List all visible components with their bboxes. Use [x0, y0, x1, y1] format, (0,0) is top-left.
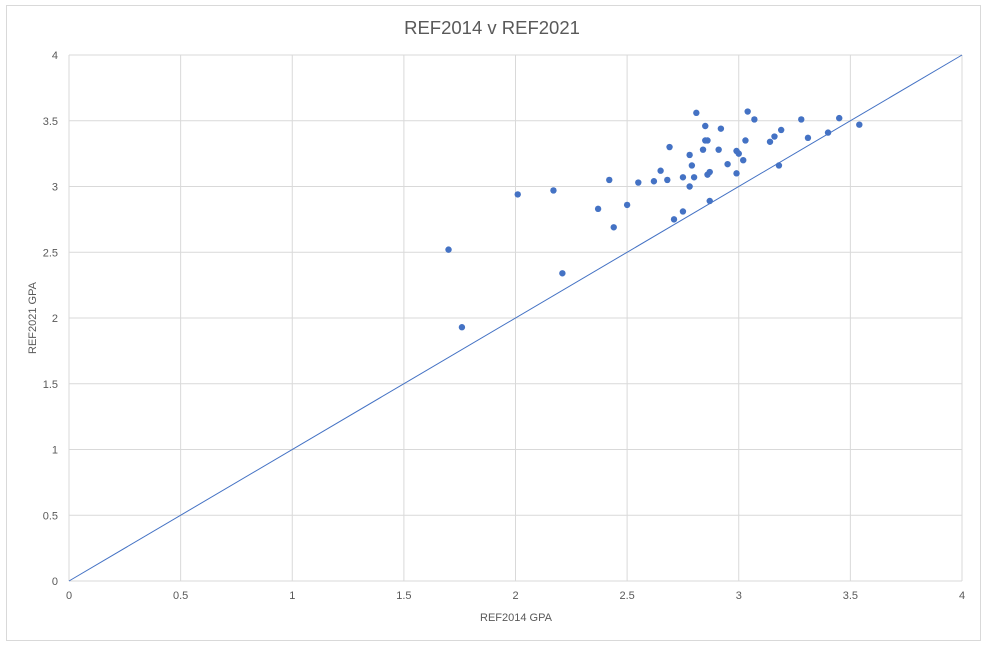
grid-lines — [68, 54, 963, 582]
data-point — [856, 121, 863, 128]
data-point — [690, 174, 698, 181]
data-point — [717, 125, 725, 132]
data-point — [445, 246, 452, 253]
data-point — [836, 114, 843, 122]
x-axis-title: REF2014 GPA — [480, 612, 553, 624]
data-point — [514, 191, 521, 198]
x-tick-label: 4 — [959, 590, 965, 602]
data-point — [686, 151, 693, 159]
data-point — [740, 157, 747, 164]
data-point — [715, 146, 722, 153]
data-point — [804, 134, 812, 142]
y-tick-label: 3 — [52, 182, 58, 194]
data-point — [666, 143, 673, 151]
data-point — [704, 137, 711, 144]
y-tick-label: 3.5 — [43, 116, 58, 128]
data-point — [686, 183, 693, 190]
y-tick-label: 0 — [52, 576, 58, 588]
data-point — [610, 224, 617, 231]
y-tick-label: 4 — [52, 50, 58, 62]
data-point — [679, 174, 687, 181]
chart-title: REF2014 v REF2021 — [404, 17, 580, 38]
reference-line-layer — [68, 54, 963, 582]
y-tick-label: 2.5 — [43, 247, 58, 259]
y-tick-label: 1 — [52, 445, 58, 457]
chart-frame — [6, 5, 981, 641]
y-axis-title: REF2021 GPA — [27, 281, 39, 354]
data-point — [798, 116, 805, 123]
x-tick-label: 0 — [66, 590, 72, 602]
data-points — [445, 108, 863, 331]
x-axis-ticks: 0 0.5 1 1.5 2 2.5 3 3.5 4 — [66, 590, 965, 602]
data-point — [688, 162, 696, 169]
data-point — [657, 167, 664, 174]
y-tick-label: 2 — [52, 313, 58, 325]
x-tick-label: 2 — [512, 590, 518, 602]
y-tick-label: 1.5 — [43, 379, 58, 391]
data-point — [742, 137, 749, 144]
x-tick-label: 2.5 — [619, 590, 634, 602]
x-tick-label: 3 — [736, 590, 742, 602]
data-point — [606, 176, 613, 184]
reference-line — [68, 54, 963, 582]
data-point — [458, 324, 466, 331]
data-point — [775, 162, 783, 169]
x-tick-label: 1.5 — [396, 590, 411, 602]
data-point — [699, 146, 707, 153]
data-point — [735, 150, 742, 157]
x-tick-label: 1 — [289, 590, 295, 602]
data-point — [724, 160, 731, 168]
data-point — [670, 216, 678, 223]
data-point — [733, 170, 740, 177]
data-point — [702, 122, 709, 130]
data-point — [744, 108, 751, 115]
data-point — [766, 138, 774, 145]
data-point — [559, 270, 566, 277]
data-point — [693, 109, 700, 117]
x-tick-label: 3.5 — [843, 590, 858, 602]
data-point — [635, 179, 642, 186]
data-point — [824, 129, 832, 136]
data-point — [679, 208, 687, 215]
data-point — [650, 178, 658, 185]
data-point — [623, 201, 631, 209]
data-point — [706, 197, 713, 205]
data-point — [594, 205, 602, 213]
y-axis-ticks: 0 0.5 1 1.5 2 2.5 3 3.5 4 — [43, 50, 58, 588]
data-point — [777, 126, 785, 134]
data-point — [751, 116, 758, 123]
data-point — [706, 168, 713, 176]
data-point — [664, 176, 671, 184]
data-point — [771, 133, 778, 140]
x-tick-label: 0.5 — [173, 590, 188, 602]
y-tick-label: 0.5 — [43, 510, 58, 522]
data-point — [550, 187, 557, 194]
